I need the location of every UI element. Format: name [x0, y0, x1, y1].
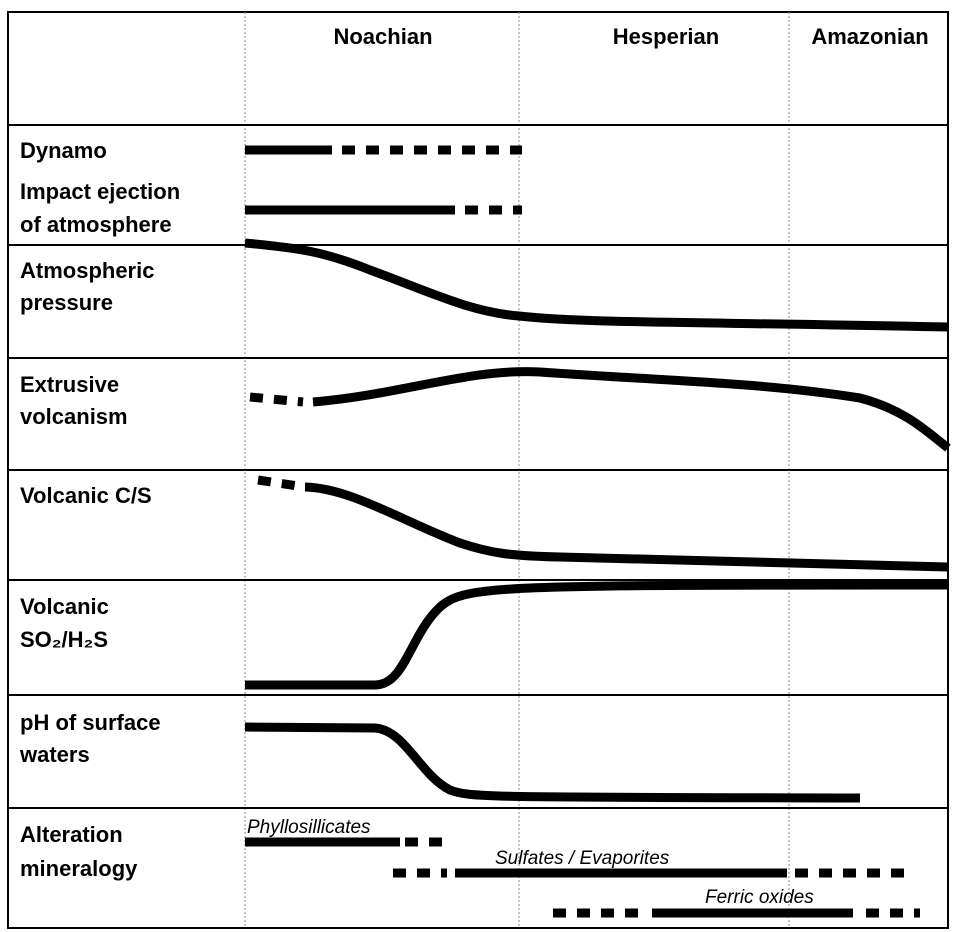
trends: [244, 145, 951, 918]
mineral-label: Phyllosillicates: [247, 817, 371, 838]
row-label: Impact ejection: [20, 179, 180, 204]
row-label: Atmospheric: [20, 258, 154, 283]
row-labels: Dynamo Impact ejection of atmosphere Atm…: [19, 138, 180, 881]
mineral-label: Ferric oxides: [705, 887, 814, 908]
row-label: SO₂/H₂S: [20, 627, 108, 652]
row-label: mineralogy: [20, 856, 138, 881]
row-label: of atmosphere: [20, 212, 172, 237]
column-header: Noachian: [333, 24, 432, 49]
row-label: volcanism: [20, 404, 128, 429]
row-label: Volcanic: [20, 594, 109, 619]
row-label: pressure: [20, 290, 113, 315]
mineral-label: Sulfates / Evaporites: [495, 848, 670, 869]
column-header: Hesperian: [613, 24, 719, 49]
row-label: Extrusive: [20, 372, 119, 397]
row-label: pH of surface: [20, 710, 161, 735]
column-header: Amazonian: [811, 24, 928, 49]
row-rules: [8, 124, 948, 809]
row-label: Dynamo: [20, 138, 107, 163]
row-label: waters: [19, 742, 90, 767]
row-label: Volcanic C/S: [20, 483, 152, 508]
row-label: Alteration: [20, 822, 123, 847]
